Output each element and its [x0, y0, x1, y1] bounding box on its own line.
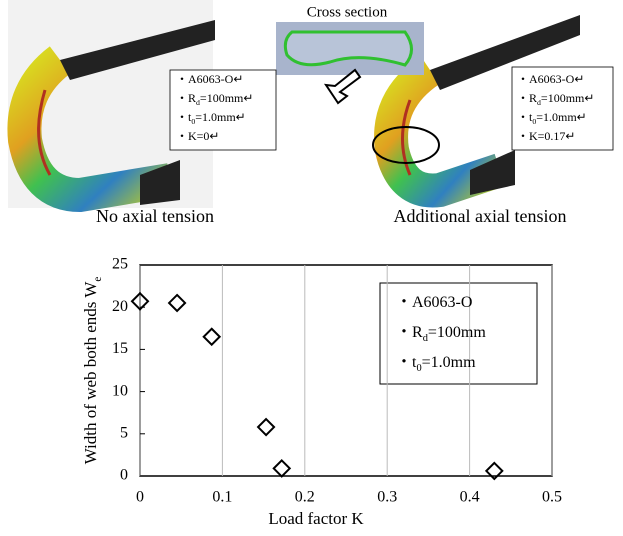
- info-line-part: ・K=0.17↵: [517, 129, 576, 143]
- x-tick-label: 0.4: [460, 489, 480, 506]
- info-line-part: ・R: [176, 91, 196, 105]
- info-line-part: =100mm↵: [200, 91, 254, 105]
- info-line-part: ・R: [517, 91, 537, 105]
- y-axis-label-part: Width of web both ends W: [81, 281, 100, 465]
- data-point: [169, 295, 185, 311]
- info-line: ・A6063-O↵: [176, 72, 243, 86]
- x-tick-label: 0.5: [542, 489, 562, 506]
- data-point: [258, 419, 274, 435]
- x-tick-label: 0.3: [377, 489, 397, 506]
- y-tick-label: 15: [112, 340, 128, 357]
- info-line-part: ・t: [176, 110, 192, 124]
- y-tick-label: 0: [120, 467, 128, 484]
- legend-line-part: ・A6063-O: [396, 294, 472, 311]
- info-line-part: ・t: [517, 110, 533, 124]
- info-line-part: =1.0mm↵: [195, 110, 246, 124]
- legend-line-part: =100mm: [428, 324, 486, 341]
- info-line-part: ・A6063-O↵: [176, 72, 243, 86]
- x-axis-label: Load factor K: [268, 509, 364, 528]
- cross-section-title: Cross section: [307, 4, 388, 20]
- x-tick-label: 0: [136, 489, 144, 506]
- legend-line-part: =1.0mm: [422, 354, 476, 371]
- legend-line-part: ・R: [396, 324, 423, 341]
- info-line-part: ・A6063-O↵: [517, 72, 584, 86]
- info-line-part: ・K=0↵: [176, 129, 220, 143]
- y-tick-label: 5: [120, 424, 128, 441]
- info-line: ・A6063-O↵: [517, 72, 584, 86]
- legend-line: ・A6063-O: [396, 294, 472, 311]
- figure: Cross section No axial tension Additiona…: [0, 0, 623, 536]
- info-line-part: =1.0mm↵: [536, 110, 587, 124]
- info-line: ・K=0.17↵: [517, 129, 576, 143]
- right-caption: Additional axial tension: [394, 206, 567, 226]
- info-line-part: =100mm↵: [541, 91, 595, 105]
- x-axis-label-part: Load factor K: [268, 509, 364, 528]
- legend-line-part: ・t: [396, 354, 417, 371]
- info-line: ・K=0↵: [176, 129, 220, 143]
- x-tick-label: 0.1: [212, 489, 232, 506]
- left-caption: No axial tension: [96, 206, 214, 226]
- y-axis-label: Width of web both ends We: [81, 277, 104, 465]
- y-tick-label: 20: [112, 298, 128, 315]
- data-point: [274, 460, 290, 476]
- x-tick-label: 0.2: [295, 489, 315, 506]
- data-point: [204, 329, 220, 345]
- y-axis-label-subscript: e: [92, 277, 104, 282]
- y-tick-label: 25: [112, 256, 128, 273]
- y-tick-label: 10: [112, 382, 128, 399]
